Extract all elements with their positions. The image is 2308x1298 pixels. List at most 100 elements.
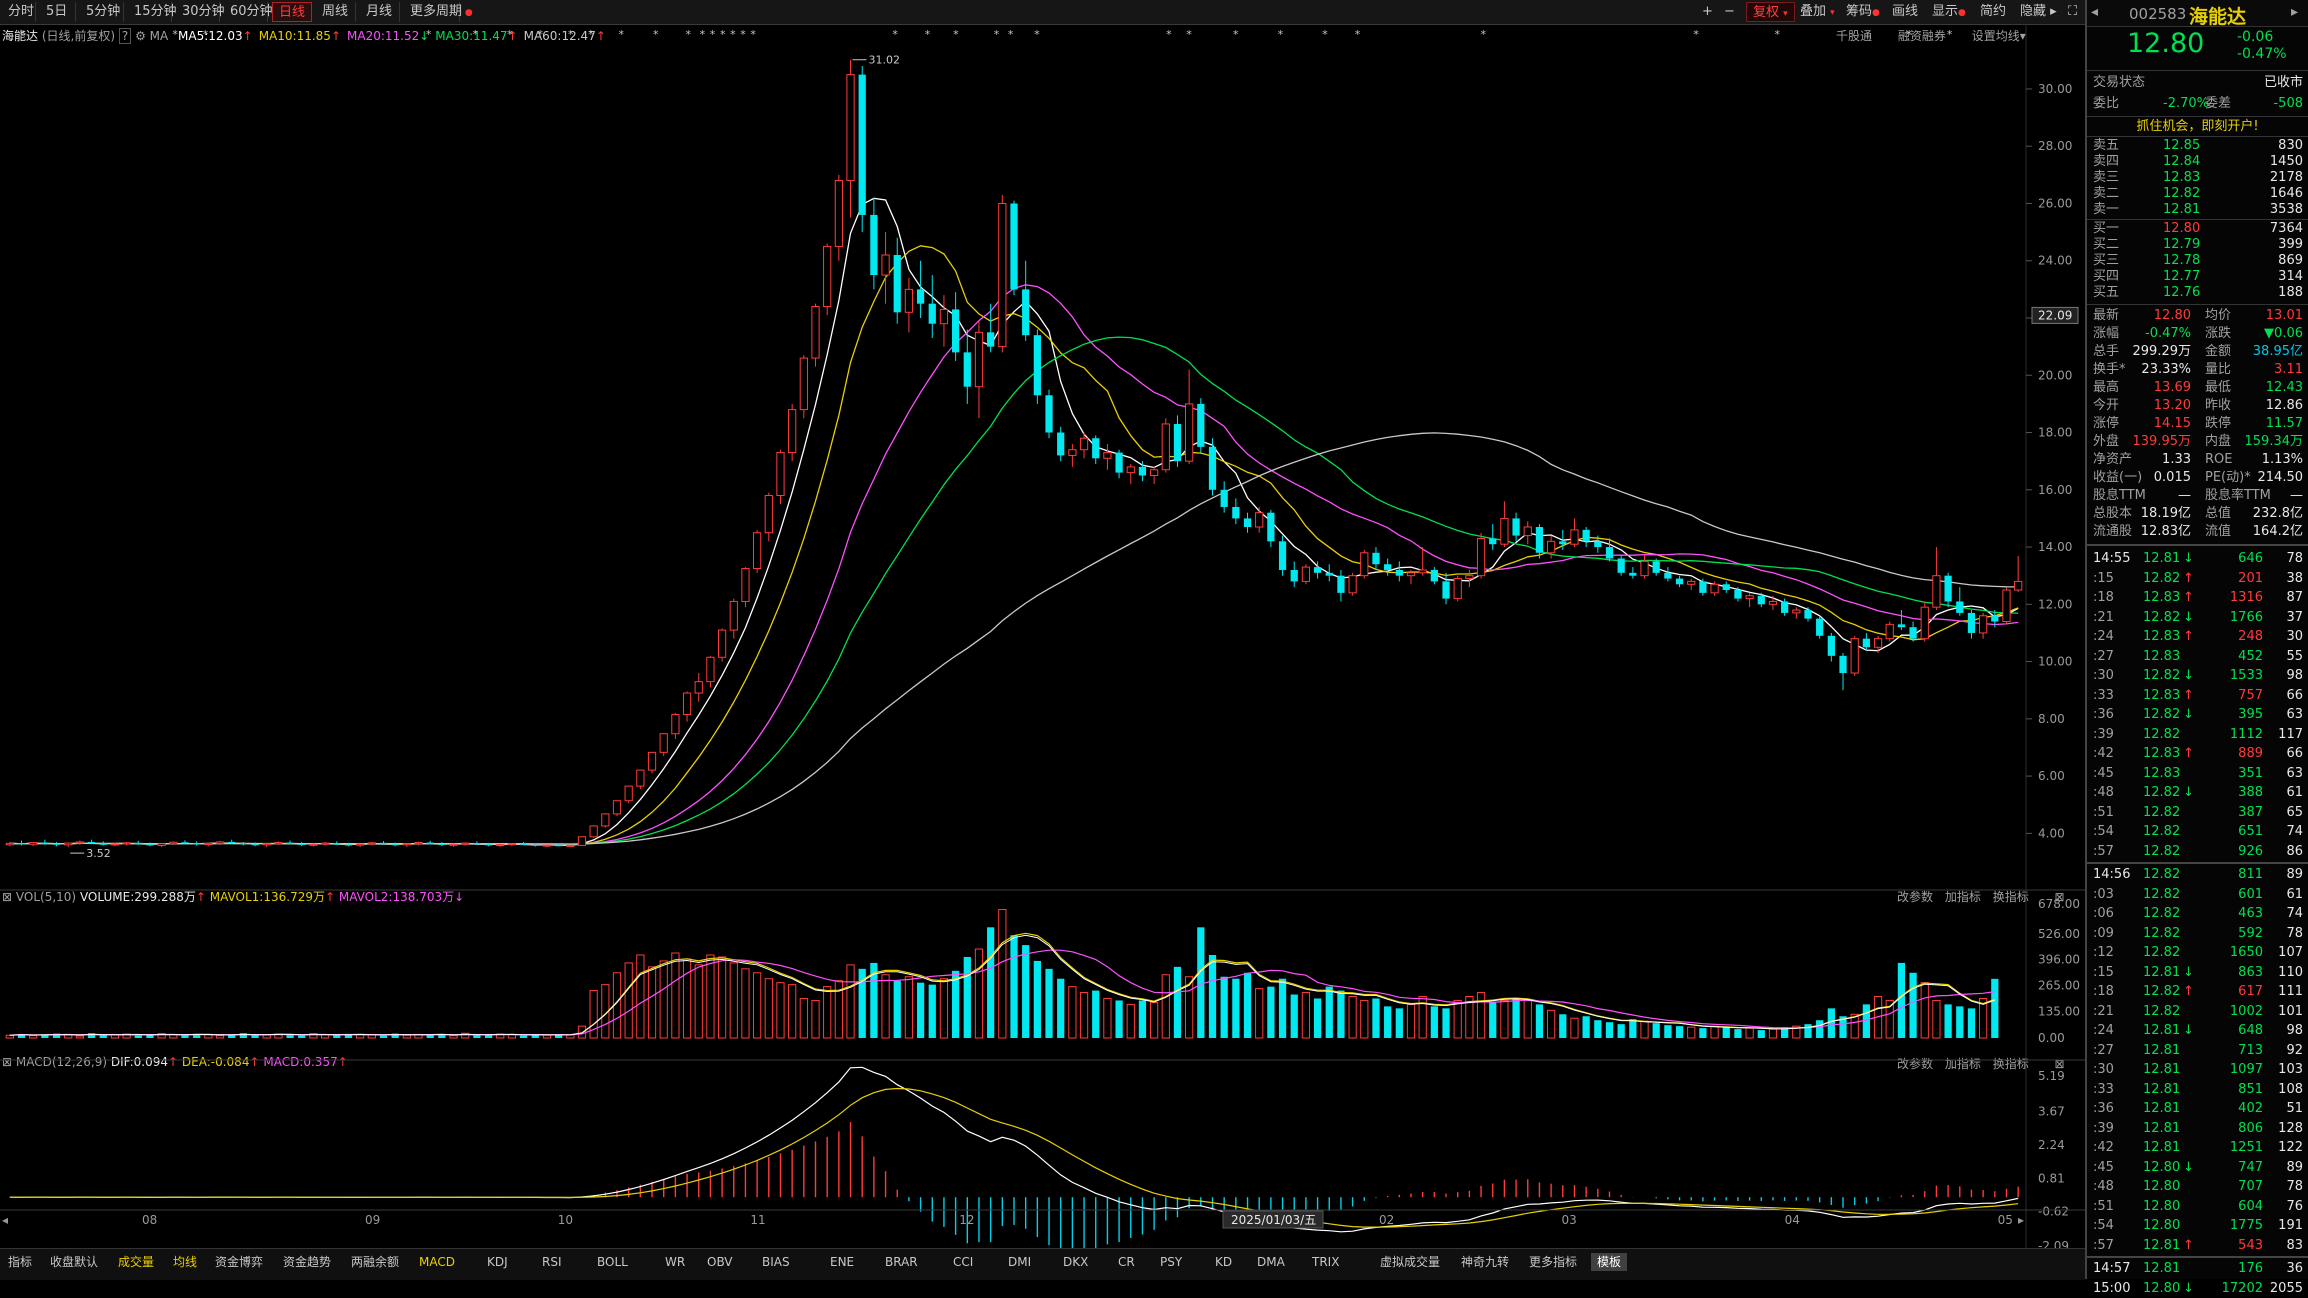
open-account-ad[interactable]: 抓住机会，即刻开户! <box>2087 116 2308 137</box>
candle-body[interactable] <box>718 630 725 657</box>
candle-body[interactable] <box>520 844 527 845</box>
candle-body[interactable] <box>1699 581 1706 592</box>
candle-body[interactable] <box>1279 541 1286 570</box>
candle-body[interactable] <box>65 843 72 845</box>
event-marker[interactable]: * <box>730 28 736 41</box>
indicator-tab-3[interactable]: 均线 <box>167 1253 203 1271</box>
plus-icon[interactable]: + <box>1696 2 1719 22</box>
candle-body[interactable] <box>1010 203 1017 289</box>
candle-body[interactable] <box>754 533 761 569</box>
candle-body[interactable] <box>1968 613 1975 633</box>
candle-body[interactable] <box>170 842 177 843</box>
event-marker[interactable]: * <box>473 28 479 41</box>
candle-body[interactable] <box>1664 573 1671 579</box>
candle-body[interactable] <box>683 693 690 714</box>
candle-body[interactable] <box>1256 513 1263 527</box>
candle-body[interactable] <box>6 843 13 844</box>
event-marker[interactable]: * <box>1034 28 1040 41</box>
candle-body[interactable] <box>216 842 223 843</box>
candle-body[interactable] <box>392 844 399 845</box>
candle-body[interactable] <box>952 309 959 352</box>
candle-body[interactable] <box>1956 601 1963 612</box>
candle-body[interactable] <box>1618 559 1625 573</box>
candle-body[interactable] <box>1547 541 1554 552</box>
candle-body[interactable] <box>1092 438 1099 458</box>
candle-body[interactable] <box>567 845 574 846</box>
event-marker[interactable]: * <box>1775 28 1781 41</box>
candle-body[interactable] <box>333 843 340 844</box>
candle-body[interactable] <box>123 843 130 844</box>
indicator-tab-8[interactable]: KDJ <box>481 1253 514 1271</box>
candle-body[interactable] <box>1489 538 1496 544</box>
candle-body[interactable] <box>111 844 118 845</box>
candle-body[interactable] <box>135 843 142 844</box>
event-marker[interactable]: * <box>172 28 178 41</box>
candle-body[interactable] <box>859 75 866 215</box>
tab-2[interactable]: 5分钟 <box>80 2 124 22</box>
event-marker[interactable]: * <box>710 28 716 41</box>
candle-body[interactable] <box>1723 584 1730 590</box>
event-marker[interactable]: * <box>953 28 959 41</box>
event-marker[interactable]: * <box>1233 28 1239 41</box>
expand-icon[interactable]: ⛶ <box>2062 2 2083 22</box>
indicator-tab-16[interactable]: CCI <box>947 1253 979 1271</box>
candle-body[interactable] <box>1816 619 1823 636</box>
event-marker[interactable]: * <box>568 28 574 41</box>
event-marker[interactable]: * <box>653 28 659 41</box>
candle-body[interactable] <box>1933 576 1940 607</box>
candle-body[interactable] <box>2003 590 2010 621</box>
candle-body[interactable] <box>1034 335 1041 395</box>
prev-stock-icon[interactable]: ◂ <box>2091 4 2098 20</box>
candle-body[interactable] <box>882 255 889 275</box>
candle-body[interactable] <box>508 844 515 845</box>
candle-body[interactable] <box>1583 530 1590 541</box>
indicator-tab-20[interactable]: PSY <box>1154 1253 1188 1271</box>
next-stock-icon[interactable]: ▸ <box>2291 4 2298 20</box>
candle-body[interactable] <box>473 843 480 844</box>
indicator-tab-1[interactable]: 收盘默认 <box>44 1253 104 1271</box>
tab-8[interactable]: 月线 <box>360 2 400 22</box>
candle-body[interactable] <box>497 845 504 846</box>
candle-body[interactable] <box>1828 636 1835 656</box>
candle-body[interactable] <box>205 843 212 844</box>
candle-body[interactable] <box>1407 573 1414 576</box>
candle-body[interactable] <box>1909 627 1916 638</box>
candle-body[interactable] <box>88 842 95 843</box>
candle-body[interactable] <box>41 843 48 844</box>
candle-body[interactable] <box>1886 624 1893 638</box>
candle-body[interactable] <box>1349 576 1356 593</box>
candle-body[interactable] <box>929 304 936 324</box>
candle-body[interactable] <box>450 844 457 845</box>
candle-body[interactable] <box>1174 424 1181 461</box>
candle-body[interactable] <box>1477 538 1484 575</box>
candle-body[interactable] <box>1804 610 1811 619</box>
chip-button[interactable]: 筹码● <box>1840 2 1886 22</box>
indicator-tab-23[interactable]: TRIX <box>1306 1253 1345 1271</box>
candle-body[interactable] <box>1232 507 1239 518</box>
candle-body[interactable] <box>357 844 364 845</box>
candle-body[interactable] <box>275 843 282 844</box>
candle-body[interactable] <box>660 734 667 753</box>
candle-body[interactable] <box>1244 518 1251 527</box>
candle-body[interactable] <box>1466 576 1473 579</box>
candle-body[interactable] <box>1419 570 1426 573</box>
overlay-button[interactable]: 叠加 ▾ <box>1794 2 1841 22</box>
indicator-tab-9[interactable]: RSI <box>536 1253 568 1271</box>
candle-body[interactable] <box>1501 518 1508 544</box>
display-button[interactable]: 显示● <box>1926 2 1972 22</box>
indicator-tab-12[interactable]: OBV <box>701 1253 739 1271</box>
candle-body[interactable] <box>894 255 901 312</box>
event-marker[interactable]: * <box>1693 28 1699 41</box>
candle-body[interactable] <box>707 657 714 681</box>
candle-body[interactable] <box>1396 570 1403 576</box>
candle-body[interactable] <box>181 842 188 843</box>
hide-button[interactable]: 隐藏 ▸ <box>2014 2 2063 22</box>
candle-body[interactable] <box>1302 567 1309 581</box>
candle-body[interactable] <box>905 289 912 312</box>
candle-body[interactable] <box>917 289 924 303</box>
indicator-tab-5[interactable]: 资金趋势 <box>277 1253 337 1271</box>
event-marker[interactable]: * <box>1906 28 1912 41</box>
candle-body[interactable] <box>1898 624 1905 627</box>
candle-body[interactable] <box>1150 470 1157 476</box>
candle-body[interactable] <box>1326 573 1333 576</box>
